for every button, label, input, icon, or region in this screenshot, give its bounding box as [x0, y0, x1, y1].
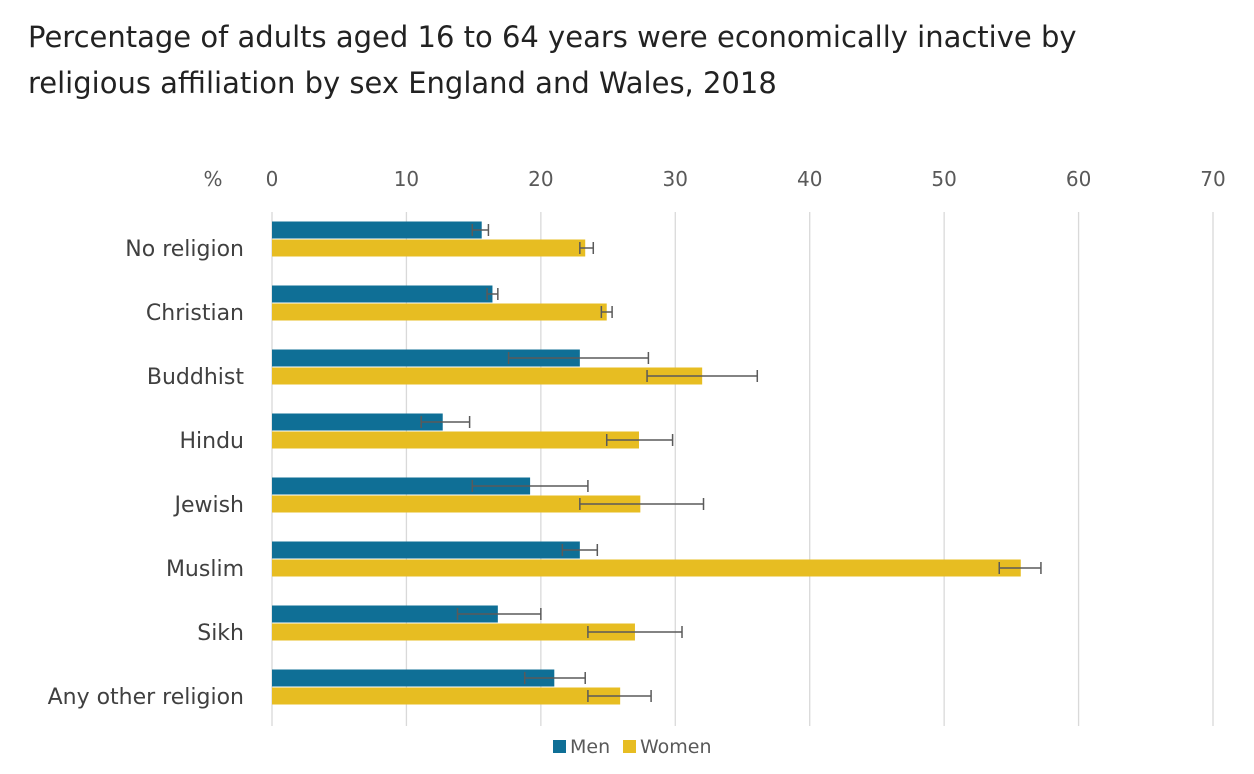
bar [272, 669, 555, 687]
bar [272, 303, 607, 321]
bar [272, 541, 580, 559]
x-tick-label: 20 [528, 167, 553, 191]
bars [272, 221, 1021, 705]
error-bars [420, 224, 1042, 702]
x-tick-label: 10 [394, 167, 419, 191]
error-bar [420, 416, 471, 428]
bar [272, 221, 482, 239]
bar [272, 285, 493, 303]
error-bar [561, 544, 599, 556]
unit-label: % [203, 167, 222, 191]
x-tick-label: 60 [1066, 167, 1091, 191]
bar [272, 495, 641, 513]
x-tick-label: 70 [1200, 167, 1225, 191]
x-tick-label: 40 [797, 167, 822, 191]
category-labels: No religion Christian Buddhist Hindu Jewish M… [48, 237, 245, 710]
legend-swatch [553, 740, 566, 753]
legend-label: Men [570, 736, 610, 758]
bar [272, 687, 621, 705]
error-bar [486, 288, 499, 300]
category-label: Christian [146, 301, 244, 326]
x-tick-label: 0 [266, 167, 279, 191]
error-bar [507, 352, 650, 364]
error-bar [587, 690, 652, 702]
category-label: Any other religion [48, 685, 244, 710]
chart-title: Percentage of adults aged 16 to 64 years… [28, 20, 1077, 100]
error-bar [646, 370, 759, 382]
bar [272, 413, 443, 431]
bar [272, 367, 703, 385]
x-tick-label: 30 [663, 167, 688, 191]
bar [272, 349, 580, 367]
error-bar [471, 480, 589, 492]
legend-swatch [623, 740, 636, 753]
category-label: Hindu [179, 429, 244, 454]
error-bar [998, 562, 1042, 574]
error-bar [587, 626, 683, 638]
gridlines [271, 212, 1214, 726]
category-label: No religion [125, 237, 244, 262]
error-bar [579, 498, 705, 510]
category-label: Jewish [172, 493, 244, 518]
bar [272, 239, 586, 257]
bar [272, 623, 635, 641]
error-bar [523, 672, 586, 684]
error-bar [471, 224, 490, 236]
x-axis-ticks: 0 10 20 30 40 50 60 70 [266, 167, 1226, 191]
bar [272, 559, 1021, 577]
category-label: Buddhist [147, 365, 244, 390]
error-bar [579, 242, 595, 254]
category-label: Muslim [166, 557, 244, 582]
legend: Men Women [553, 736, 712, 758]
bar [272, 477, 531, 495]
x-tick-label: 50 [931, 167, 956, 191]
bar [272, 431, 639, 449]
error-bar [456, 608, 542, 620]
error-bar [600, 306, 613, 318]
legend-label: Women [640, 736, 712, 758]
bar [272, 605, 498, 623]
category-label: Sikh [197, 621, 244, 646]
error-bar [605, 434, 674, 446]
